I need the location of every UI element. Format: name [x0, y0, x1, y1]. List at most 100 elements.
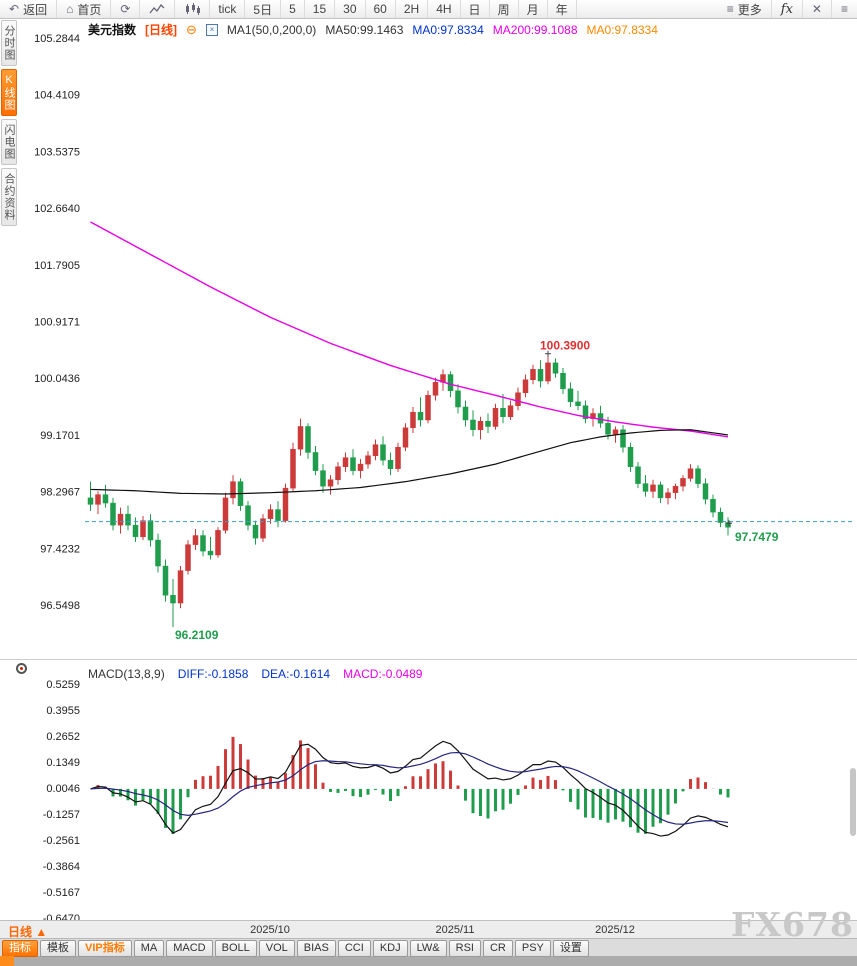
period-button-60[interactable]: 60	[366, 0, 396, 18]
period-tag: [日线]	[145, 23, 178, 37]
refresh-button[interactable]: ⟳	[111, 0, 141, 18]
line-chart-icon	[149, 3, 165, 14]
indicator-tab-CCI[interactable]: CCI	[337, 940, 371, 957]
indicator-tab-BIAS[interactable]: BIAS	[296, 940, 336, 957]
bottom-status-strip	[0, 956, 857, 966]
period-button-tick[interactable]: tick	[210, 0, 246, 18]
indicator-tab-VOL[interactable]: VOL	[258, 940, 295, 957]
home-button[interactable]: ⌂ 首页	[57, 0, 112, 18]
period-button-15[interactable]: 15	[305, 0, 336, 18]
current-period-button[interactable]: 日线 ▲	[8, 923, 47, 940]
candle-chart-icon	[186, 3, 201, 15]
indicator-tab-LW&[interactable]: LW&	[409, 940, 447, 957]
more-button[interactable]: ≡ 更多	[718, 0, 772, 18]
home-label: 首页	[77, 2, 102, 17]
svg-text:0.0046: 0.0046	[46, 783, 80, 795]
svg-text:97.7479: 97.7479	[735, 530, 779, 544]
ma0-blue-value: MA0:97.8334	[412, 22, 484, 37]
svg-text:0.3955: 0.3955	[46, 705, 80, 717]
period-button-周[interactable]: 周	[490, 0, 519, 18]
chart-type-sidebar: 分时图 K线图闪电图合约资料	[0, 20, 18, 226]
current-period-label: 日线	[8, 925, 33, 939]
svg-text:96.2109: 96.2109	[175, 628, 219, 642]
svg-text:102.6640: 102.6640	[34, 203, 80, 215]
svg-text:96.5498: 96.5498	[40, 600, 80, 612]
indicator-tab-KDJ[interactable]: KDJ	[372, 940, 408, 957]
macd-diff-value: DIFF:-0.1858	[177, 667, 249, 681]
indicator-tab-MACD[interactable]: MACD	[166, 940, 213, 957]
svg-text:100.9171: 100.9171	[34, 317, 80, 329]
indicator-tab-BOLL[interactable]: BOLL	[214, 940, 257, 957]
svg-text:105.2844: 105.2844	[34, 33, 80, 45]
svg-text:100.0436: 100.0436	[34, 373, 80, 385]
svg-text:103.5375: 103.5375	[34, 146, 80, 158]
indicator-tab-RSI[interactable]: RSI	[448, 940, 481, 957]
ma-group-label: MA1(50,0,200,0)	[226, 22, 317, 37]
period-button-30[interactable]: 30	[335, 0, 366, 18]
indicator-tab-VIP指标[interactable]: VIP指标	[78, 940, 132, 957]
period-button-5日[interactable]: 5日	[245, 0, 282, 18]
svg-text:0.5259: 0.5259	[46, 679, 80, 691]
svg-text:100.3900: 100.3900	[540, 339, 590, 353]
ma0-orange-value: MA0:97.8334	[586, 22, 658, 37]
hamburger-icon: ≡	[840, 2, 848, 16]
x-axis-label: 2025/11	[435, 924, 475, 936]
toolbar-right-group: ≡ 更多 fx ✕ ≡	[718, 0, 857, 18]
svg-text:97.4232: 97.4232	[40, 543, 80, 555]
svg-text:-0.3864: -0.3864	[43, 861, 80, 873]
sidebar-tab-1[interactable]: 分时图	[1, 20, 17, 66]
x-axis-label: 2025/10	[250, 924, 290, 936]
period-button-月[interactable]: 月	[519, 0, 548, 18]
sidebar-tab-3[interactable]: 闪电图	[1, 119, 17, 165]
svg-text:98.2967: 98.2967	[40, 487, 80, 499]
corner-accent	[0, 956, 14, 966]
chart-header: 美元指数 [日线] ⊖ × MA1(50,0,200,0) MA50:99.14…	[88, 21, 658, 38]
macd-title: MACD(13,8,9)	[88, 667, 165, 681]
indicator-tab-MA[interactable]: MA	[133, 940, 165, 957]
indicator-tab-CR[interactable]: CR	[482, 940, 513, 957]
indicator-tab-PSY[interactable]: PSY	[514, 940, 551, 957]
svg-text:99.1701: 99.1701	[40, 430, 80, 442]
formula-button[interactable]: fx	[772, 0, 803, 18]
collapse-icon[interactable]: ⊖	[186, 21, 197, 37]
indicator-tab-模板[interactable]: 模板	[40, 940, 76, 957]
period-button-4H[interactable]: 4H	[428, 0, 461, 18]
svg-text:0.1349: 0.1349	[46, 757, 80, 769]
home-icon: ⌂	[66, 2, 74, 16]
back-label: 返回	[23, 2, 48, 17]
close-icon: ✕	[811, 2, 822, 16]
right-scrollbar[interactable]	[850, 768, 856, 836]
indicator-tab-设置[interactable]: 设置	[552, 940, 589, 957]
period-arrow-icon: ▲	[35, 925, 48, 939]
close-button[interactable]: ✕	[803, 0, 832, 18]
sidebar-tab-4[interactable]: 合约资料	[1, 168, 17, 226]
indicator-settings-icon[interactable]	[16, 663, 27, 674]
svg-text:0.2652: 0.2652	[46, 731, 80, 743]
period-button-年[interactable]: 年	[548, 0, 577, 18]
back-icon: ↶	[9, 2, 20, 16]
candle-chart-button[interactable]	[175, 0, 211, 18]
svg-text:104.4109: 104.4109	[34, 90, 80, 102]
macd-value: MACD:-0.0489	[343, 667, 423, 681]
sidebar-tab-2[interactable]: K线图	[1, 69, 17, 116]
x-axis-label: 2025/12	[595, 924, 635, 936]
indicator-tab-指标[interactable]: 指标	[2, 940, 38, 957]
svg-text:101.7905: 101.7905	[34, 260, 80, 272]
menu-button[interactable]: ≡	[832, 0, 857, 18]
period-button-2H[interactable]: 2H	[396, 0, 429, 18]
period-button-日[interactable]: 日	[461, 0, 490, 18]
top-toolbar: ↶ 返回 ⌂ 首页 ⟳ tick 5日 5 15 30 60 2H 4H 日周月年 ≡ 更多 f…	[0, 0, 857, 19]
more-label: 更多	[737, 2, 762, 17]
indicator-tab-bar: 指标 模板 VIP指标 MA MACD BOLL VOL BIAS CCI KDJ LW& RSI CR…	[0, 938, 857, 957]
formula-fx-icon: fx	[780, 1, 793, 17]
date-axis-bar: 日线 ▲ 2025/10 2025/11 2025/12	[0, 920, 857, 940]
ma-indicator-icon[interactable]: ×	[205, 23, 218, 36]
period-button-5[interactable]: 5	[281, 0, 305, 18]
ma50-value: MA50:99.1463	[325, 22, 404, 37]
ma200-value: MA200:99.1088	[492, 22, 578, 37]
macd-header: MACD(13,8,9) DIFF:-0.1858 DEA:-0.1614 MA…	[88, 667, 422, 681]
line-chart-button[interactable]	[140, 0, 176, 18]
back-button[interactable]: ↶ 返回	[0, 0, 58, 18]
more-lines-icon: ≡	[726, 2, 734, 16]
